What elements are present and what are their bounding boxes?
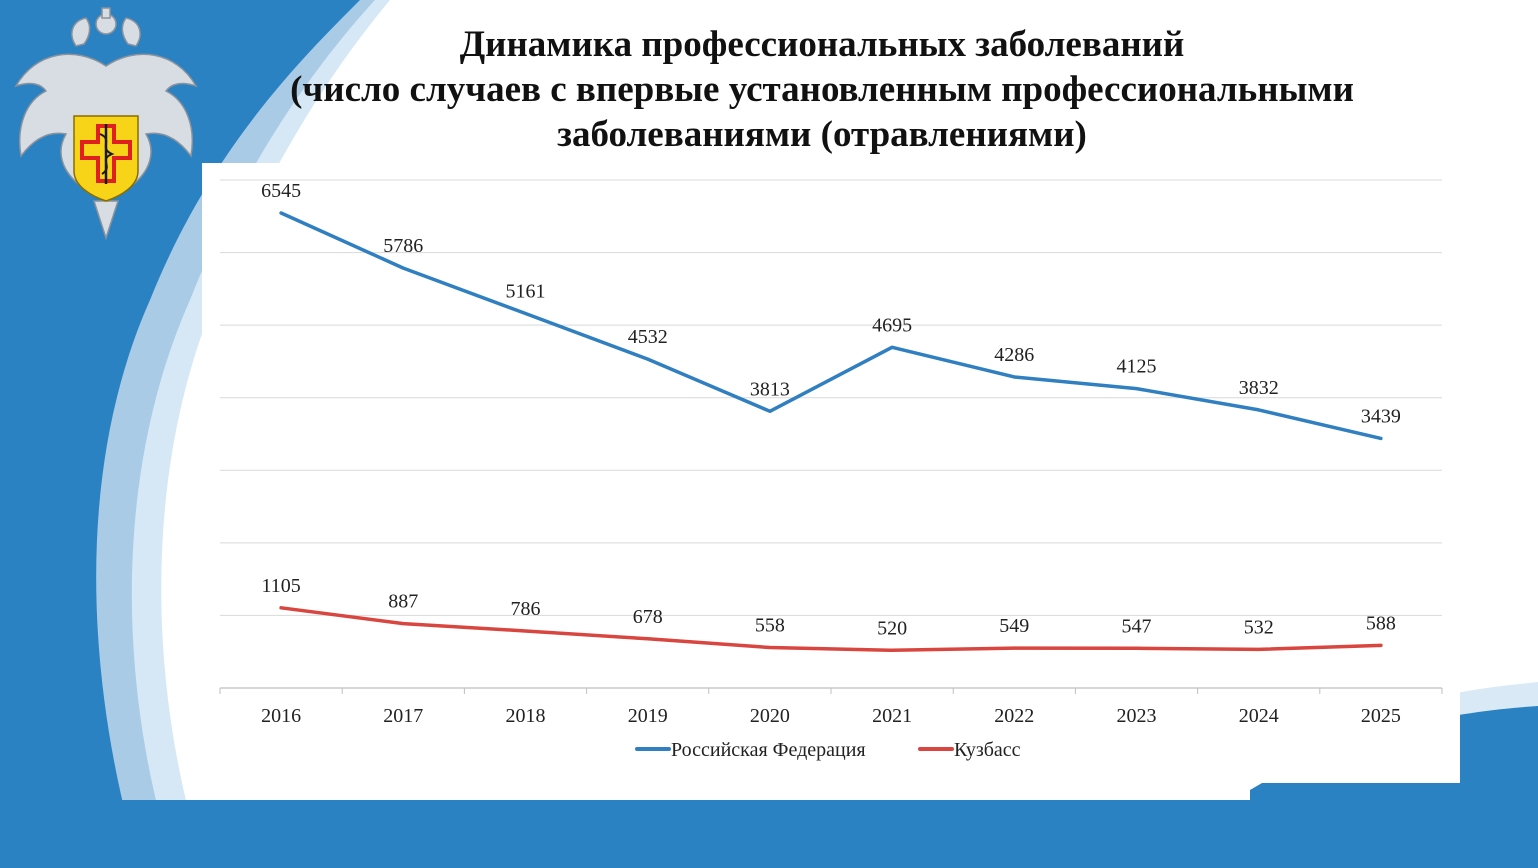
data-label: 6545 [261, 180, 301, 202]
data-label: 5786 [383, 235, 423, 257]
x-tick-label: 2016 [261, 705, 301, 727]
double-headed-eagle-emblem-icon [14, 7, 198, 241]
data-label: 549 [999, 615, 1029, 637]
x-axis [219, 687, 1443, 694]
chart-title: Динамика профессиональных заболеваний (ч… [210, 22, 1434, 157]
legend-label: Кузбасс [954, 739, 1021, 761]
chart-panel: 6545 5786 5161 4532 3813 4695 4286 4125 3832 3439… [202, 163, 1460, 783]
x-tick-label: 2018 [506, 705, 546, 727]
title-line-1: Динамика профессиональных заболеваний [459, 24, 1185, 65]
legend: Российская Федерация Кузбасс [635, 739, 1021, 761]
data-label: 547 [1122, 615, 1152, 637]
series-lines [279, 211, 1383, 653]
data-label: 887 [388, 591, 418, 613]
data-label: 3439 [1361, 405, 1401, 427]
data-label: 532 [1244, 616, 1274, 638]
data-label: 1105 [261, 575, 300, 597]
x-tick-label: 2025 [1361, 705, 1401, 727]
title-line-3: заболеваниями (отравлениями) [557, 114, 1087, 155]
data-label: 4125 [1117, 356, 1157, 378]
data-label: 520 [877, 617, 907, 639]
data-label: 4532 [628, 326, 668, 348]
data-label: 558 [755, 615, 785, 637]
gridlines [220, 179, 1442, 616]
x-tick-label: 2021 [872, 705, 912, 727]
x-tick-label: 2023 [1117, 705, 1157, 727]
series-line-russian-federation [279, 211, 1383, 441]
line-chart: 6545 5786 5161 4532 3813 4695 4286 4125 3832 3439… [219, 179, 1443, 761]
data-label: 3813 [750, 378, 790, 400]
data-label: 678 [633, 606, 663, 628]
data-labels: 6545 5786 5161 4532 3813 4695 4286 4125 3832 3439… [261, 180, 1401, 639]
x-tick-label: 2017 [383, 705, 423, 727]
data-label: 4695 [872, 314, 912, 336]
series-line-kuzbass [279, 606, 1383, 653]
x-tick-label: 2024 [1239, 705, 1279, 727]
x-tick-labels: 2016 2017 2018 2019 2020 2021 2022 2023 2024 2025 [261, 705, 1401, 727]
x-tick-label: 2019 [628, 705, 668, 727]
data-label: 4286 [994, 344, 1034, 366]
legend-label: Российская Федерация [671, 739, 866, 761]
x-tick-label: 2020 [750, 705, 790, 727]
data-label: 588 [1366, 612, 1396, 634]
x-tick-label: 2022 [994, 705, 1034, 727]
data-label: 5161 [506, 280, 546, 302]
data-label: 786 [511, 598, 541, 620]
data-label: 3832 [1239, 377, 1279, 399]
title-line-2: (число случаев с впервые установленным п… [290, 69, 1354, 110]
